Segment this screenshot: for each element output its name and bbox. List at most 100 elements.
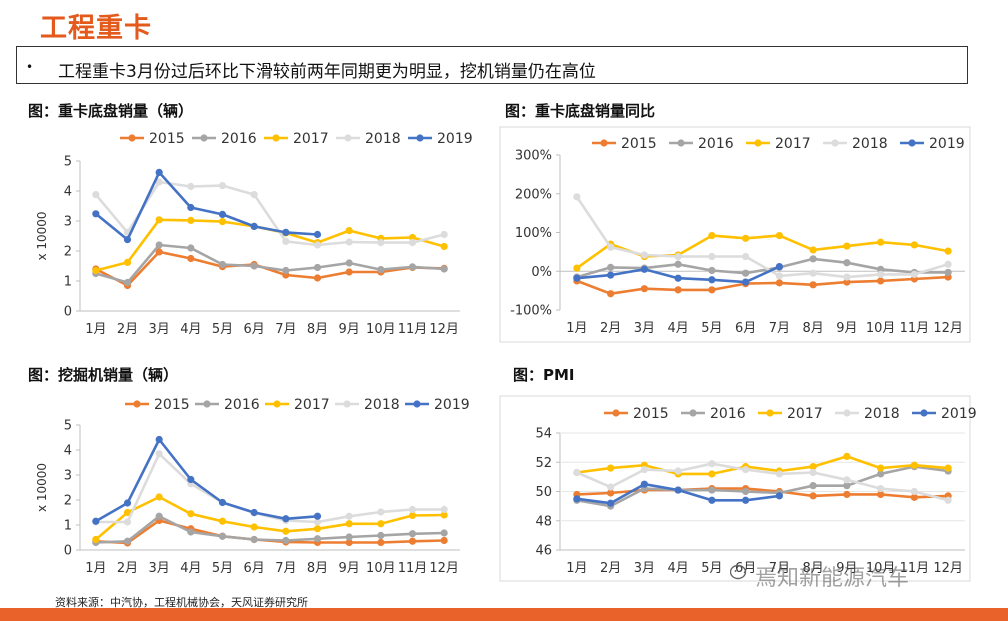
data-point-2018 [250,191,258,199]
data-point-2019 [708,496,716,504]
series-line-2015 [576,275,949,295]
y-tick-label: 1 [64,275,72,290]
data-point-2017 [218,218,227,226]
data-point-2016 [123,278,132,287]
data-point-2018 [345,512,353,520]
y-tick-label: 100% [515,226,552,241]
data-point-2016 [250,535,258,544]
series-line-2016 [95,515,445,544]
x-tick-label: 9月 [339,322,360,337]
legend-label-2016: 2016 [224,397,260,413]
x-tick-label: 3月 [634,321,655,336]
data-point-2018 [573,468,581,477]
data-point-2018 [877,484,885,493]
data-point-2018 [155,450,163,458]
x-tick-label: 11月 [398,322,428,337]
data-point-2016 [809,482,817,490]
data-point-2018 [218,182,227,190]
data-point-2016 [877,265,885,273]
data-point-2017 [809,463,817,471]
data-point-2018 [809,269,817,277]
y-tick-label: 0 [64,544,72,559]
legend-marker-2016 [677,139,685,147]
legend-label-2015: 2015 [154,397,190,413]
legend-marker-2019 [920,409,928,417]
series-line-2018 [576,462,949,502]
x-tick-label: 11月 [900,561,930,576]
data-point-2016 [282,266,290,275]
data-point-2016 [155,241,163,249]
data-point-2018 [313,241,322,249]
x-tick-label: 2月 [117,322,138,337]
chart-pmi: 46 48 50 52 54 1月 2月 3月 4月 5月 6月 7月 8月 9月 10月 11月 12月 201… [499,395,977,582]
summary-text: 工程重卡3月份过后环比下滑较前两年同期更为明显，挖机销量仍在高位 [58,62,596,82]
data-point-2018 [313,518,322,526]
data-point-2017 [123,508,132,517]
data-point-2017 [843,242,851,250]
y-tick-label: 4 [64,185,72,200]
data-point-2018 [607,483,615,491]
data-point-2018 [809,468,817,477]
x-tick-label: 7月 [275,561,296,576]
data-point-2016 [607,263,615,271]
legend-label-2018: 2018 [365,131,401,147]
legend-marker-2019 [908,139,916,147]
data-point-2015 [408,537,417,545]
bullet-icon: • [26,60,34,74]
x-tick-label: 12月 [933,561,963,576]
data-point-2015 [607,290,615,298]
legend-label-2016: 2016 [710,406,746,422]
series-line-2017 [94,495,445,541]
data-point-2015 [877,277,885,285]
legend-marker-2016 [203,400,211,408]
data-point-2018 [187,182,195,191]
data-point-2015 [313,274,322,282]
x-tick-label: 4月 [667,321,688,336]
data-point-2016 [282,536,290,545]
x-tick-label: 1月 [566,561,587,576]
data-point-2019 [708,276,716,284]
data-point-2015 [155,248,163,256]
data-point-2018 [377,508,385,516]
y-tick-label: 3 [64,215,72,230]
series-line-2017 [576,455,949,476]
y-tick-label: 0 [64,305,72,320]
y-axis-label: x 10000 [35,211,49,260]
chart-title-pmi: 图：PMI [513,366,575,384]
data-point-2016 [377,266,385,274]
data-point-2018 [944,260,952,268]
data-point-2019 [282,228,290,236]
data-point-2017 [313,525,322,533]
data-point-2018 [674,467,682,475]
data-point-2018 [123,518,132,526]
legend-label-2019: 2019 [434,397,470,413]
data-point-2018 [440,505,448,514]
legend-marker-2019 [413,400,421,408]
y-tick-label: 52 [535,456,552,471]
watermark: 焉知新能源汽车 [755,566,910,591]
legend-label-2017: 2017 [775,136,811,152]
chart-truck_sales: 0 1 2 3 4 5 1月 2月 3月 4月 5月 6月 7月 8月 9月 10月 11月 12月 x 10000… [35,131,473,337]
data-point-2015 [345,538,353,547]
data-point-2017 [809,246,817,254]
legend-label-2015: 2015 [633,406,669,422]
x-tick-label: 5月 [212,322,233,337]
y-tick-label: 50 [535,485,552,500]
data-point-2017 [92,535,100,544]
legend-marker-2018 [343,400,351,408]
data-point-2016 [742,487,750,496]
data-point-2017 [877,238,885,246]
data-point-2016 [187,528,195,536]
x-tick-label: 10月 [366,322,396,337]
legend-marker-2018 [843,409,851,417]
legend-marker-2016 [200,134,208,142]
x-tick-label: 1月 [85,322,106,337]
data-point-2017 [282,527,290,535]
data-point-2018 [377,239,385,247]
data-point-2017 [123,258,132,266]
data-point-2018 [408,239,417,247]
data-point-2018 [775,272,783,280]
series-line-2016 [95,243,445,284]
data-point-2018 [573,193,581,201]
data-point-2019 [640,265,648,273]
